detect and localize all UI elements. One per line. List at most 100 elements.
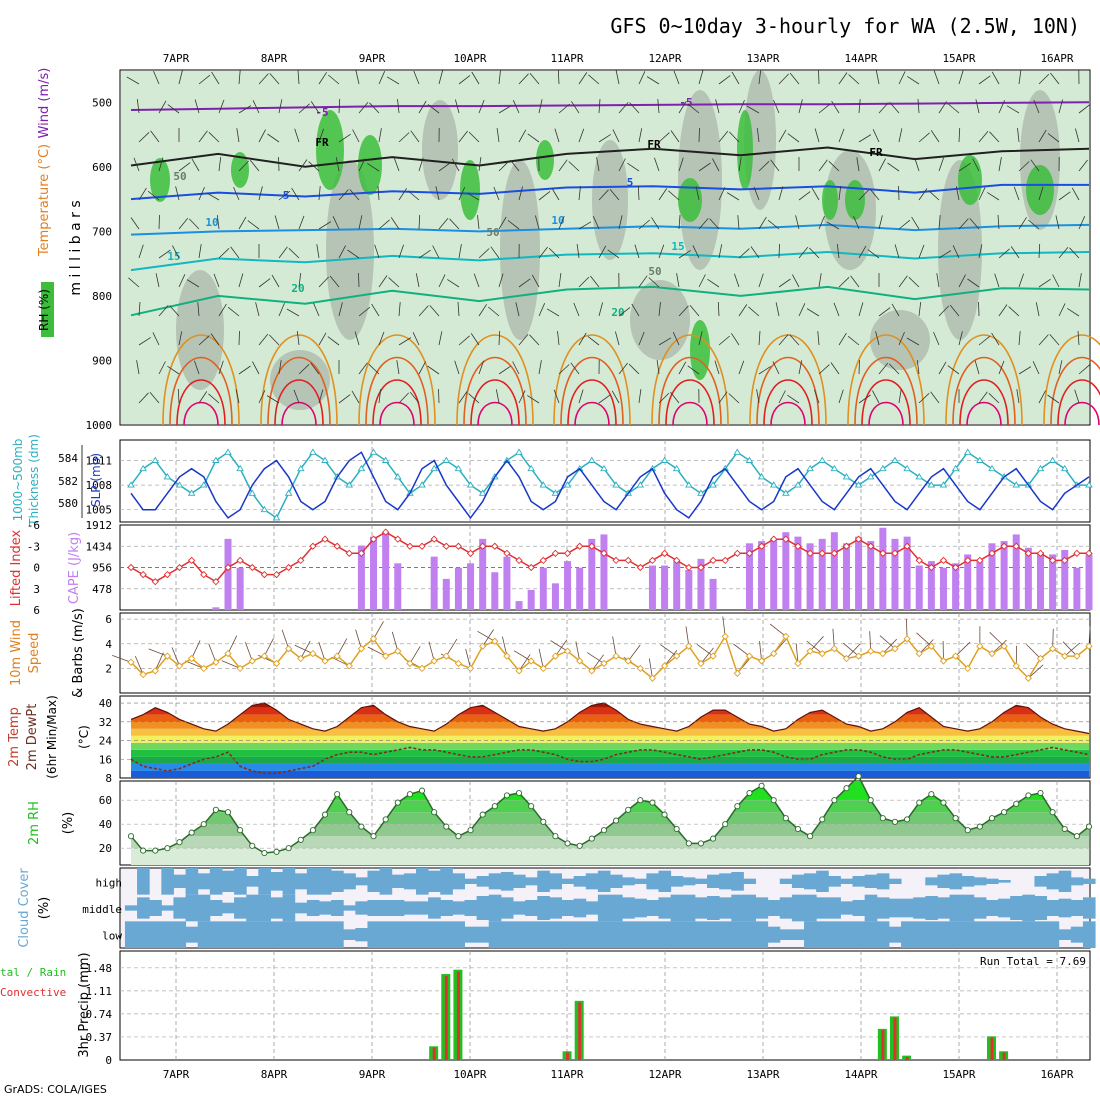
cloud-cell xyxy=(791,929,805,940)
wind-barb xyxy=(949,304,960,317)
wind-barb xyxy=(535,215,540,230)
lifted-index-point xyxy=(527,563,535,572)
rh2m-point xyxy=(261,849,268,857)
wind-barb xyxy=(338,394,351,404)
wind-barb xyxy=(238,105,252,114)
pressure-tick: 700 xyxy=(92,225,112,238)
wind-barb xyxy=(898,275,908,288)
wind-barb xyxy=(438,274,446,288)
wind-barb xyxy=(438,70,443,85)
wind-barb xyxy=(756,128,760,143)
wind-barb xyxy=(998,360,1005,375)
wind-barb xyxy=(278,156,280,172)
cloud-cell xyxy=(1058,929,1072,940)
wind-barb xyxy=(410,130,420,143)
cape-bar xyxy=(515,601,523,610)
wind-barb xyxy=(836,244,840,259)
contour-label: FR xyxy=(647,138,661,151)
wind-barb xyxy=(856,157,860,172)
contour-label: FR xyxy=(869,146,883,159)
wind-barb xyxy=(612,129,620,143)
wind-barb xyxy=(938,361,947,375)
wind-barb xyxy=(974,360,980,375)
wind10m-barb xyxy=(685,626,690,647)
cape-bar xyxy=(564,561,572,610)
wind10m-barb xyxy=(575,641,581,662)
wind-barb xyxy=(1050,72,1060,85)
wind-barb xyxy=(958,127,961,143)
isotherm-warm-loop xyxy=(1050,356,1100,426)
cloud-cell xyxy=(209,868,223,895)
wind-barb xyxy=(875,331,880,346)
wind-barb xyxy=(991,71,1000,85)
cloud-cell xyxy=(1022,921,1035,948)
wind-barb xyxy=(975,99,980,114)
cloud-cell xyxy=(149,921,162,948)
thickness-point xyxy=(199,481,208,488)
wind-barb xyxy=(138,132,150,143)
cape-bar xyxy=(503,556,511,610)
rh2m-point xyxy=(807,833,814,840)
wind-barb xyxy=(167,104,180,114)
wind-barb xyxy=(327,336,340,346)
cloud-cell xyxy=(1034,921,1048,948)
thickness-point xyxy=(963,448,972,455)
precip-tick: 1.11 xyxy=(86,985,113,998)
wind-speed-point xyxy=(648,674,657,682)
cloud-cell xyxy=(415,868,429,895)
rh2m-point xyxy=(673,825,680,833)
wind-barb xyxy=(238,160,249,172)
cloud-cell xyxy=(537,921,550,948)
wind-speed-point xyxy=(867,647,875,655)
wind10m-label-2: Speed xyxy=(27,633,42,674)
rh2m-point xyxy=(1025,792,1032,799)
wind-barb xyxy=(216,215,220,230)
isotherm-line xyxy=(130,101,1090,111)
lifted-index-point xyxy=(260,570,269,579)
cape-bar xyxy=(661,565,669,610)
wind-barb xyxy=(831,100,840,114)
rh2m-point xyxy=(649,799,656,806)
lifted-index-point xyxy=(757,542,766,550)
wind-barb xyxy=(258,129,266,143)
cloud-cell xyxy=(367,870,381,892)
wind-barb xyxy=(458,244,462,259)
wind-barb xyxy=(412,332,420,346)
wind-barb xyxy=(729,131,740,143)
rh-shading xyxy=(500,160,540,340)
thickness-point xyxy=(284,489,293,496)
cape-label: CAPE (J/kg) xyxy=(67,532,82,604)
wind-barb xyxy=(451,158,460,172)
wind10m-barb xyxy=(1064,642,1081,657)
wind-barb xyxy=(638,331,645,346)
cloud-cell xyxy=(464,878,478,884)
wind-barb xyxy=(576,244,580,259)
wind-barb xyxy=(818,273,822,288)
lifted-index-point xyxy=(721,556,729,565)
cape-bar xyxy=(685,569,693,610)
lifted-index-point xyxy=(200,570,208,579)
wind-barb xyxy=(875,70,880,85)
wind-barb xyxy=(378,389,382,404)
wind-barb xyxy=(588,74,600,85)
lifted-index-point xyxy=(539,556,547,565)
temp-label-2: 2m DewPt xyxy=(25,704,40,771)
cloud-cell xyxy=(646,921,660,948)
wind-barb xyxy=(590,275,600,288)
wind-speed-point xyxy=(272,659,281,668)
wind-barb xyxy=(638,219,650,230)
rh2m-point xyxy=(249,842,256,849)
wind-speed-point xyxy=(466,664,475,673)
lifted-index-point xyxy=(151,578,159,586)
wind-barb xyxy=(1047,394,1060,404)
rh2m-point xyxy=(200,821,207,828)
cloud-cell xyxy=(888,898,902,918)
wind-barb xyxy=(358,362,368,375)
thickness-point xyxy=(733,448,742,455)
wind-barb xyxy=(773,99,780,114)
wind10m-barb xyxy=(806,640,823,654)
cloud-cell xyxy=(949,873,963,890)
isotherm-line xyxy=(130,250,1090,272)
wind-barb xyxy=(377,185,380,201)
wind10m-barb xyxy=(916,632,932,647)
